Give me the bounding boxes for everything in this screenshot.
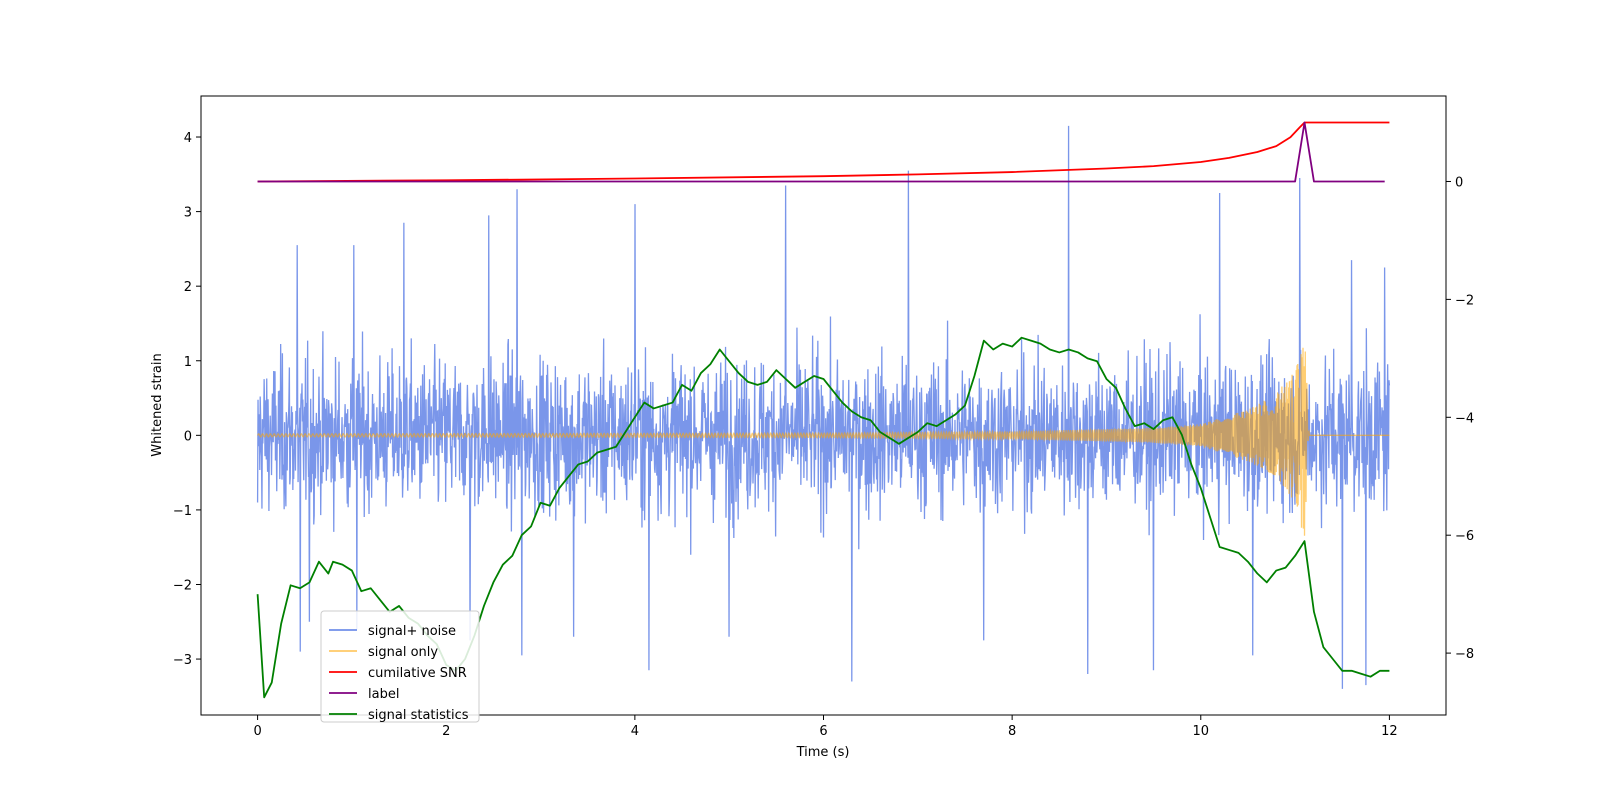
x-tick-label: 8 [1008, 724, 1016, 739]
y-left-tick-label: 4 [184, 131, 192, 146]
legend: signal+ noise signal only cumilative SNR la… [320, 610, 480, 723]
series-signal-only-line [256, 347, 1390, 536]
legend-label: signal statistics [368, 708, 469, 723]
y-right-tick-label: −6 [1455, 529, 1474, 544]
y-left-tick-label: 1 [184, 355, 192, 370]
y-left-tick-label: −1 [173, 504, 192, 519]
legend-label: cumilative SNR [368, 666, 467, 681]
y-axis-label-left: Whitened strain [150, 353, 165, 456]
y-axis-right: −8 −6 −4 −2 0 [1446, 175, 1474, 662]
y-right-tick-label: −2 [1455, 293, 1474, 308]
y-right-tick-label: 0 [1455, 175, 1463, 190]
x-tick-label: 0 [253, 724, 261, 739]
y-axis-left: −3 −2 −1 0 1 2 3 4 [173, 131, 201, 668]
x-axis-label: Time (s) [796, 745, 850, 760]
legend-label: signal only [368, 645, 438, 660]
y-left-tick-label: −2 [173, 578, 192, 593]
y-right-tick-label: −8 [1455, 647, 1474, 662]
series-cumilative-snr-line [257, 121, 1390, 183]
series-signal-noise-line [256, 125, 1391, 689]
y-left-tick-label: 0 [184, 429, 192, 444]
series-label-line [257, 121, 1385, 183]
x-tick-label: 6 [819, 724, 827, 739]
y-left-tick-label: 3 [184, 206, 192, 221]
x-tick-label: 10 [1192, 724, 1209, 739]
y-right-tick-label: −4 [1455, 411, 1474, 426]
x-axis: 0 2 4 6 8 10 12 [253, 715, 1398, 739]
legend-label: label [368, 687, 399, 702]
x-tick-label: 4 [631, 724, 639, 739]
x-tick-label: 2 [442, 724, 450, 739]
y-left-tick-label: −3 [173, 653, 192, 668]
legend-frame [320, 610, 480, 723]
x-tick-label: 12 [1381, 724, 1398, 739]
y-left-tick-label: 2 [184, 280, 192, 295]
legend-label: signal+ noise [368, 624, 456, 639]
